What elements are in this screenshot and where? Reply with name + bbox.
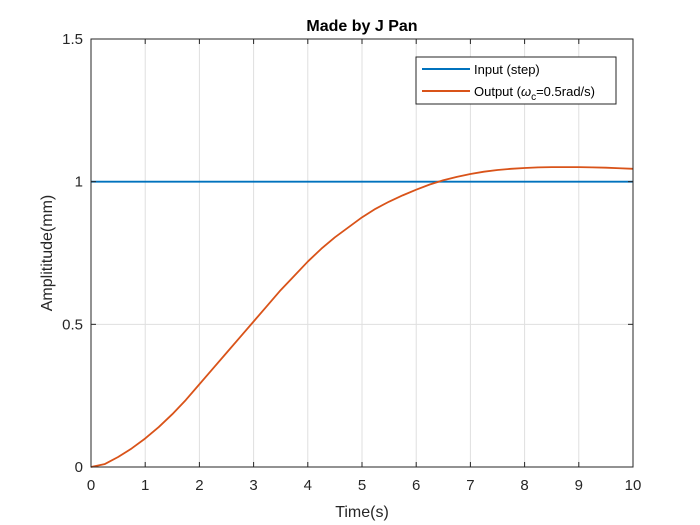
x-tick-label: 9 [575, 477, 583, 494]
x-axis-label: Time(s) [335, 504, 389, 521]
ticks: 0 1 2 3 4 5 6 7 8 9 10 0 0.5 1 1.5 [62, 31, 641, 494]
series-layer [90, 166, 634, 468]
y-axis-label: Amplititude(mm) [39, 195, 56, 311]
legend-label-output: Output (ωc=0.5rad/s) [474, 84, 595, 103]
y-tick-label: 1 [75, 174, 83, 191]
legend-label-input: Input (step) [474, 62, 540, 77]
legend: Input (step) Output (ωc=0.5rad/s) [415, 56, 617, 105]
chart-title: Made by J Pan [306, 18, 417, 35]
x-tick-label: 5 [358, 477, 366, 494]
legend-output-prefix: Output ( [474, 84, 522, 99]
y-tick-label: 1.5 [62, 31, 83, 48]
y-tick-label: 0.5 [62, 316, 83, 333]
x-tick-label: 3 [249, 477, 257, 494]
x-tick-label: 1 [141, 477, 149, 494]
x-tick-label: 10 [625, 477, 642, 494]
x-tick-label: 0 [87, 477, 95, 494]
y-tick-label: 0 [75, 459, 83, 476]
legend-output-subscript: c [531, 92, 536, 103]
x-tick-label: 4 [304, 477, 312, 494]
legend-output-omega: ω [521, 84, 531, 99]
x-tick-label: 8 [520, 477, 528, 494]
x-tick-label: 6 [412, 477, 420, 494]
x-tick-label: 7 [466, 477, 474, 494]
x-tick-label: 2 [195, 477, 203, 494]
legend-output-suffix: =0.5rad/s) [536, 84, 595, 99]
output-response-line [90, 166, 634, 468]
legend-box [415, 56, 617, 105]
